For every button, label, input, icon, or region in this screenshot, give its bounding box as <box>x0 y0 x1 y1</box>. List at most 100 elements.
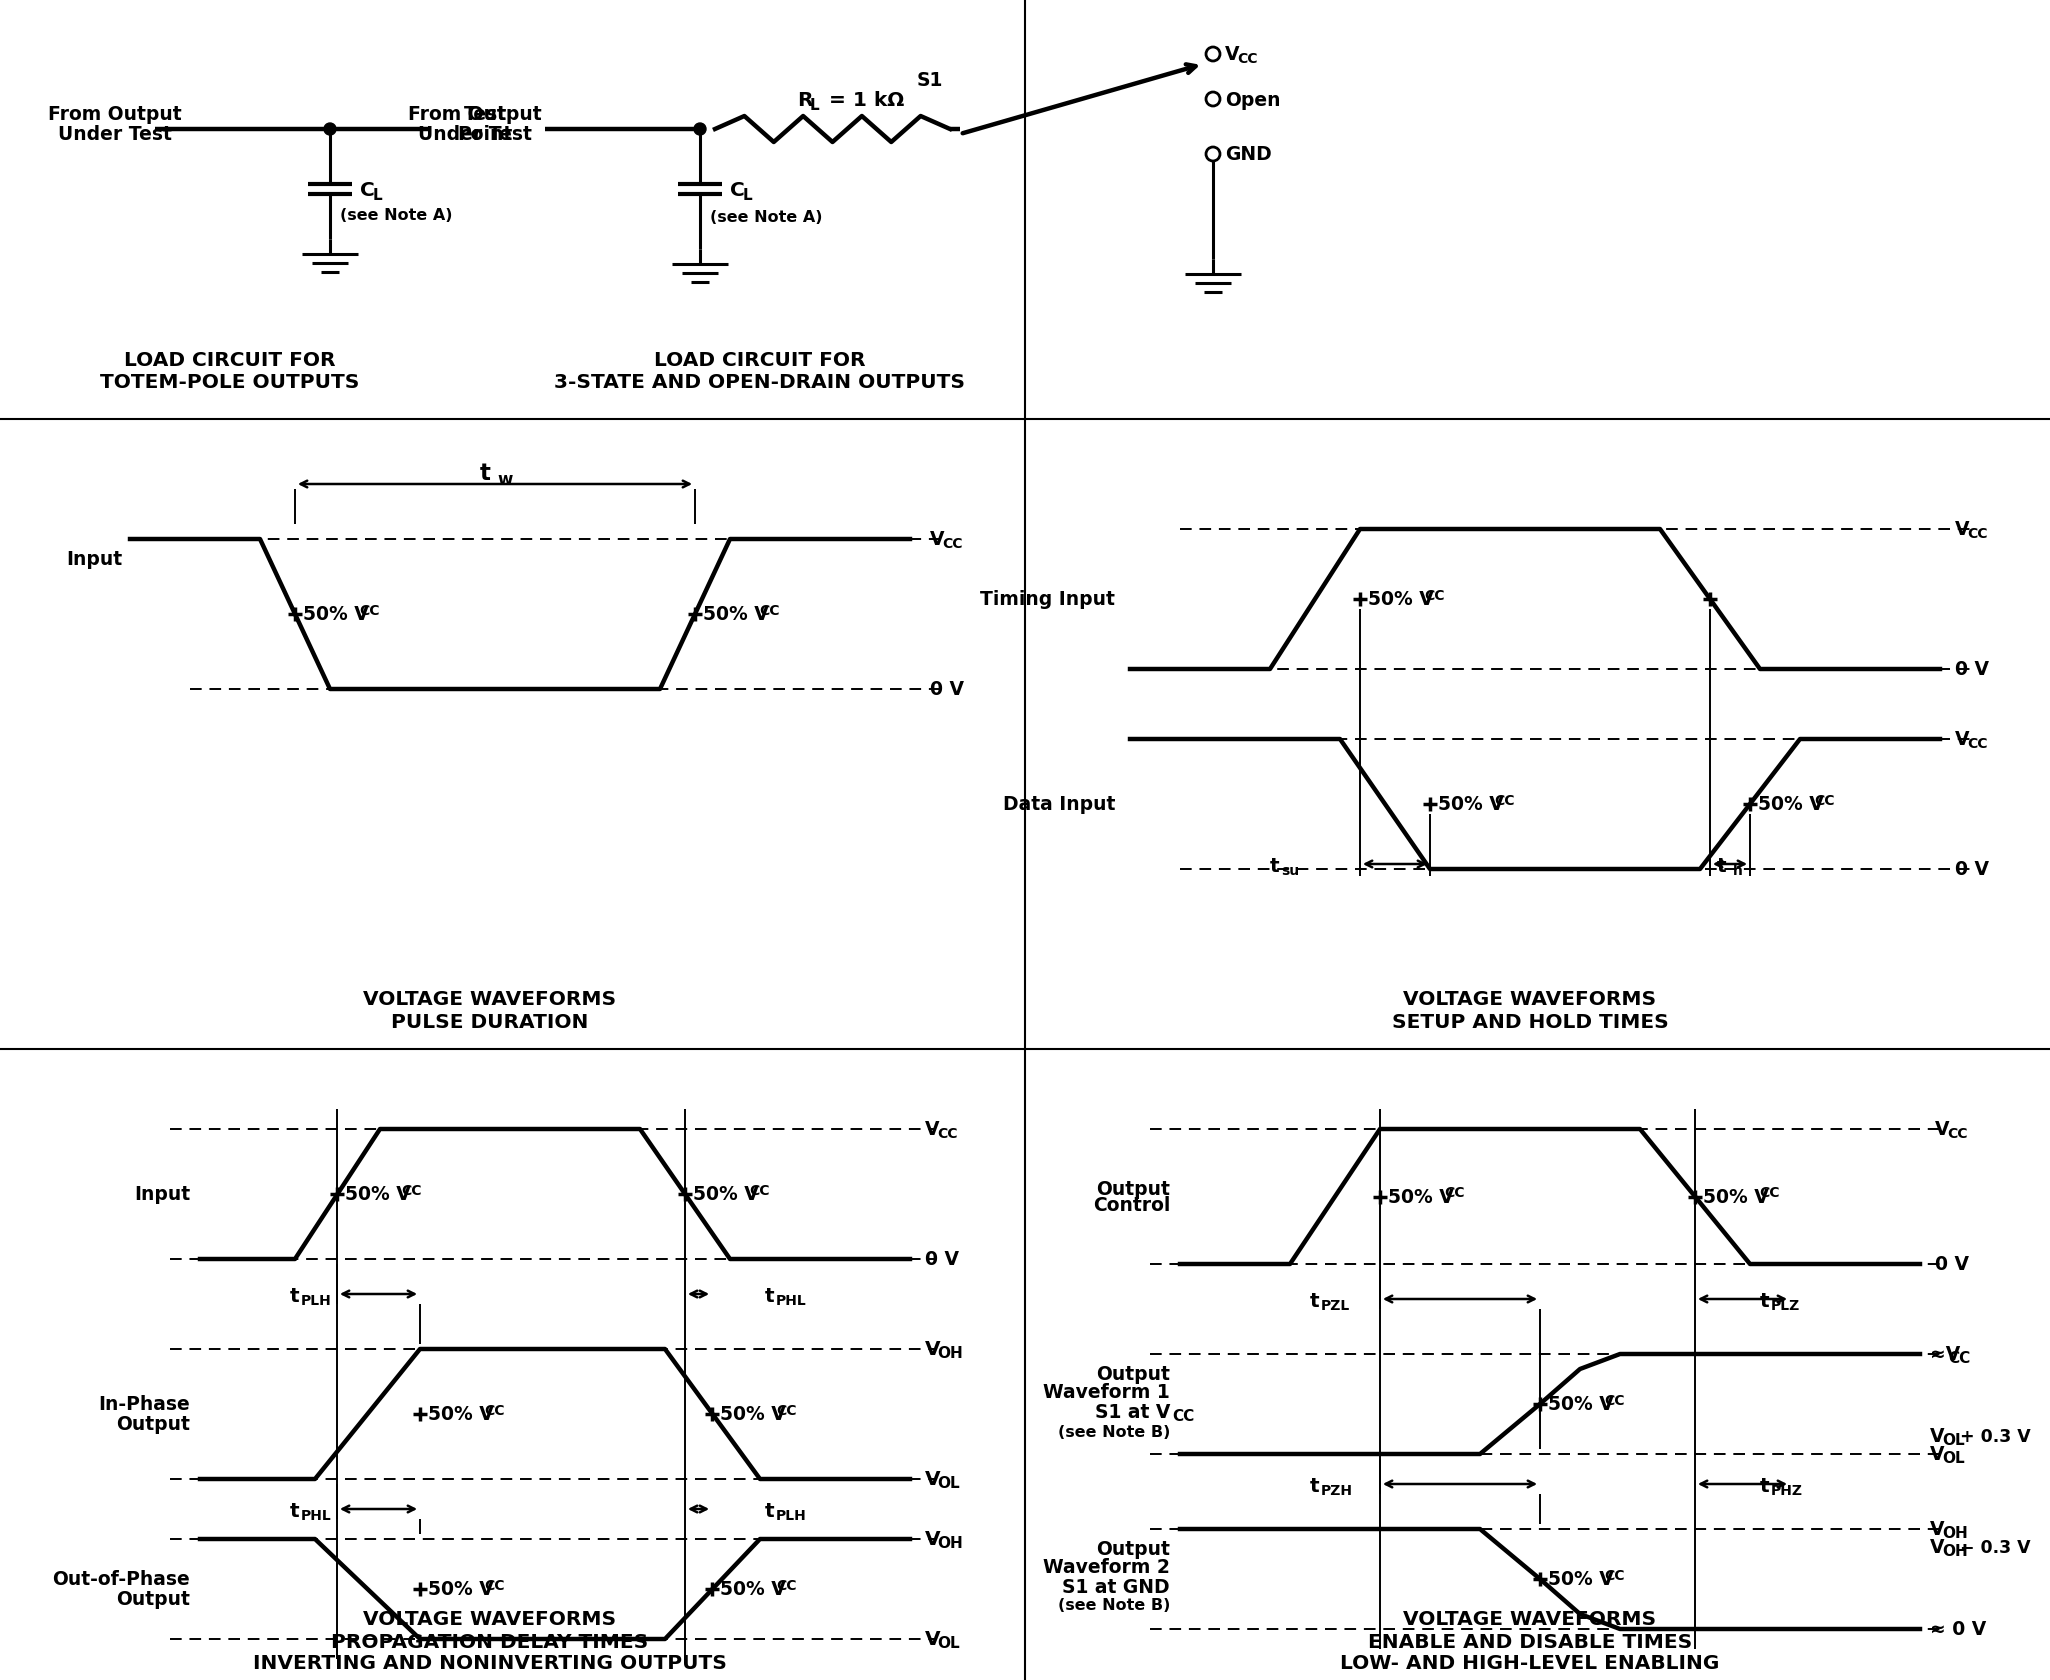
Text: V: V <box>1956 731 1970 749</box>
Text: Out-of-Phase: Out-of-Phase <box>51 1569 191 1589</box>
Text: PLH: PLH <box>301 1294 332 1307</box>
Text: 50% V: 50% V <box>1548 1394 1613 1413</box>
Text: Open: Open <box>1226 91 1281 109</box>
Text: V: V <box>925 1630 941 1648</box>
Text: Under Test: Under Test <box>418 126 531 144</box>
Text: = 1 kΩ: = 1 kΩ <box>822 91 904 109</box>
Text: From Output: From Output <box>408 106 541 124</box>
Text: t: t <box>1718 857 1726 875</box>
Text: 50% V: 50% V <box>1548 1569 1613 1589</box>
Text: CC: CC <box>1443 1186 1464 1200</box>
Text: CC: CC <box>777 1578 797 1593</box>
Text: CC: CC <box>1173 1408 1195 1423</box>
Text: CC: CC <box>1603 1393 1624 1408</box>
Text: 50% V: 50% V <box>1759 795 1824 815</box>
Text: V: V <box>925 1339 941 1359</box>
Text: Output: Output <box>1097 1364 1171 1384</box>
Text: OH: OH <box>937 1536 963 1551</box>
Text: 50% V: 50% V <box>428 1579 494 1599</box>
Text: From Output: From Output <box>49 106 182 124</box>
Text: 50% V: 50% V <box>1437 795 1505 815</box>
Text: 50% V: 50% V <box>1367 590 1433 610</box>
Text: V: V <box>925 1529 941 1549</box>
Text: CC: CC <box>1968 528 1988 541</box>
Text: 50% V: 50% V <box>703 605 769 625</box>
Text: Waveform 2: Waveform 2 <box>1043 1557 1171 1576</box>
Text: CC: CC <box>359 603 379 618</box>
Text: TOTEM-POLE OUTPUTS: TOTEM-POLE OUTPUTS <box>100 373 359 391</box>
Text: Waveform 1: Waveform 1 <box>1043 1383 1171 1401</box>
Text: Output: Output <box>1097 1539 1171 1559</box>
Text: w: w <box>496 470 512 489</box>
Text: L: L <box>742 188 752 203</box>
Text: t: t <box>1761 1477 1769 1495</box>
Text: OH: OH <box>937 1346 963 1361</box>
Text: OL: OL <box>1941 1450 1964 1465</box>
Text: PROPAGATION DELAY TIMES: PROPAGATION DELAY TIMES <box>332 1633 648 1651</box>
Text: (see Note B): (see Note B) <box>1058 1425 1171 1440</box>
Text: CC: CC <box>937 1126 957 1141</box>
Text: V: V <box>925 1121 939 1139</box>
Text: Test: Test <box>463 106 506 124</box>
Text: 0 V: 0 V <box>925 1250 959 1268</box>
Text: Input: Input <box>66 549 123 570</box>
Text: Under Test: Under Test <box>57 126 172 144</box>
Text: 0 V: 0 V <box>1956 860 1988 879</box>
Text: Control: Control <box>1093 1194 1171 1215</box>
Text: Data Input: Data Input <box>1002 795 1115 815</box>
Text: CC: CC <box>1948 1351 1970 1366</box>
Text: t: t <box>1310 1292 1320 1310</box>
Text: CC: CC <box>1236 52 1257 66</box>
Text: 50% V: 50% V <box>1704 1188 1769 1206</box>
Circle shape <box>324 124 336 136</box>
Text: In-Phase: In-Phase <box>98 1394 191 1413</box>
Text: 50% V: 50% V <box>428 1404 494 1423</box>
Text: VOLTAGE WAVEFORMS: VOLTAGE WAVEFORMS <box>1404 990 1656 1010</box>
Text: t: t <box>289 1502 299 1520</box>
Text: LOAD CIRCUIT FOR: LOAD CIRCUIT FOR <box>654 351 865 370</box>
Text: PLZ: PLZ <box>1771 1299 1800 1312</box>
Text: V: V <box>1929 1445 1945 1463</box>
Text: Output: Output <box>117 1415 191 1433</box>
Text: VOLTAGE WAVEFORMS: VOLTAGE WAVEFORMS <box>363 1609 617 1628</box>
Text: S1 at GND: S1 at GND <box>1062 1578 1171 1596</box>
Text: Timing Input: Timing Input <box>980 590 1115 610</box>
Text: h: h <box>1732 864 1742 877</box>
Text: V: V <box>1935 1121 1950 1139</box>
Text: 50% V: 50% V <box>1388 1188 1453 1206</box>
Text: OH: OH <box>1941 1525 1968 1541</box>
Text: PHL: PHL <box>301 1509 332 1522</box>
Text: INVERTING AND NONINVERTING OUTPUTS: INVERTING AND NONINVERTING OUTPUTS <box>252 1653 728 1673</box>
Text: 0 V: 0 V <box>1956 660 1988 679</box>
Text: S1 at V: S1 at V <box>1095 1403 1171 1421</box>
Circle shape <box>695 124 705 136</box>
Text: t: t <box>1761 1292 1769 1310</box>
Text: OL: OL <box>1941 1433 1964 1448</box>
Text: t: t <box>765 1287 775 1305</box>
Text: t: t <box>480 462 490 484</box>
Text: R: R <box>797 91 812 109</box>
Text: CC: CC <box>1425 588 1445 603</box>
Text: GND: GND <box>1226 146 1271 165</box>
Text: VOLTAGE WAVEFORMS: VOLTAGE WAVEFORMS <box>363 990 617 1010</box>
Text: V: V <box>1929 1520 1945 1539</box>
Text: CC: CC <box>1603 1567 1624 1583</box>
Text: CC: CC <box>943 536 963 551</box>
Text: Output: Output <box>117 1589 191 1608</box>
Text: OL: OL <box>937 1636 959 1650</box>
Text: + 0.3 V: + 0.3 V <box>1960 1426 2032 1445</box>
Text: (see Note A): (see Note A) <box>340 207 453 222</box>
Text: Input: Input <box>133 1184 191 1205</box>
Text: V: V <box>925 1470 941 1488</box>
Text: V: V <box>1956 521 1970 539</box>
Text: 50% V: 50% V <box>344 1184 410 1205</box>
Text: V: V <box>1226 45 1240 64</box>
Text: PLH: PLH <box>777 1509 808 1522</box>
Text: PULSE DURATION: PULSE DURATION <box>392 1011 588 1032</box>
Text: CC: CC <box>1759 1186 1779 1200</box>
Text: (see Note A): (see Note A) <box>709 210 822 225</box>
Text: − 0.3 V: − 0.3 V <box>1960 1539 2032 1556</box>
Text: 50% V: 50% V <box>720 1404 785 1423</box>
Text: PHL: PHL <box>777 1294 808 1307</box>
Text: OL: OL <box>937 1475 959 1490</box>
